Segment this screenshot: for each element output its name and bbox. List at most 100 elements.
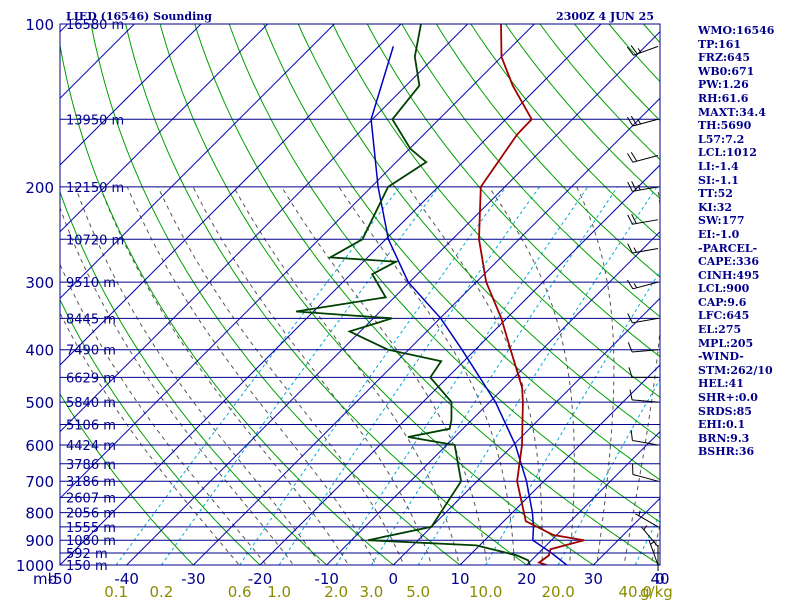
wind-barb (632, 464, 659, 482)
height-label: 12150 m (66, 181, 124, 196)
index-item: TT:52 (698, 187, 733, 201)
wind-barb (635, 510, 659, 528)
pressure-label: 600 (25, 437, 54, 455)
height-label: 2056 m (66, 507, 116, 522)
wind-barb (626, 115, 659, 127)
temperature-tick-label: 30 (584, 570, 603, 588)
temperature-line (478, 24, 585, 565)
wind-barb-staff (648, 540, 659, 566)
wind-barb-half-feather (637, 48, 642, 53)
index-item: EL:275 (698, 323, 742, 337)
isotherm (60, 24, 536, 500)
moist-adiabat (623, 186, 660, 565)
moist-adiabat (60, 262, 267, 565)
dewpoint-line (295, 24, 531, 565)
isotherm (459, 364, 660, 565)
index-item: HEL:41 (698, 377, 744, 391)
wind-barb (640, 525, 659, 548)
temperature-tick-label: 40 (650, 570, 669, 588)
wind-barb-feather (630, 152, 638, 162)
mixing-ratio-labels: 0.1 0.2 0.6 1.0 2.0 3.0 5.0 10.0 20.0 40.0 (104, 583, 652, 600)
isotherm (525, 430, 660, 565)
wind-barb-staff (632, 155, 659, 163)
isobars (60, 23, 660, 566)
moist-adiabats (60, 186, 660, 565)
parcel-line (370, 46, 568, 565)
isotherm (60, 24, 402, 366)
temperature-tick-label: 0 (655, 570, 665, 588)
moist-adiabat (338, 186, 516, 565)
height-label: 10720 m (66, 233, 124, 248)
moist-adiabat (407, 186, 543, 565)
isotherm (60, 24, 602, 565)
dry-adiabat (159, 24, 595, 565)
index-item: SW:177 (698, 214, 745, 228)
wind-barb (628, 367, 658, 378)
temperature-tick-label: -10 (314, 570, 339, 588)
pressure-label: 1000 (16, 557, 54, 575)
index-item: SRDS:85 (698, 404, 752, 418)
temperature-tick-label: -20 (248, 570, 273, 588)
moist-adiabat (576, 186, 615, 565)
isotherm (192, 97, 660, 565)
index-item: CINH:495 (698, 268, 760, 282)
isotherms (0, 0, 660, 576)
wind-barb-feather (629, 389, 633, 400)
isotherm (60, 24, 469, 433)
temperature-labels: -50 -40 -30 -20 -10 0 10 20 30 400 (48, 570, 670, 588)
height-label: 13950 m (66, 113, 124, 128)
index-item: KI:32 (698, 200, 733, 214)
pressure-label: 900 (25, 532, 54, 550)
index-item: MAXT:34.4 (698, 105, 766, 119)
mixing-ratio-line (634, 513, 660, 565)
height-label: 3786 m (66, 458, 116, 473)
mixing-ratio-line (115, 186, 401, 565)
index-item: BSHR:36 (698, 445, 755, 459)
index-item: WMO:16546 (698, 24, 775, 37)
mixing-ratio-tick-label: 0.2 (149, 583, 173, 600)
mixing-ratio-line (370, 186, 618, 565)
height-label: 1080 m (66, 534, 116, 549)
index-item: TP:161 (698, 37, 742, 51)
moist-adiabat (488, 186, 575, 565)
dry-adiabats (60, 24, 660, 565)
index-item: -PARCEL- (698, 241, 758, 255)
isotherm (0, 0, 26, 576)
temperature-trace (478, 24, 585, 565)
index-item: PW:1.26 (698, 78, 749, 92)
temperature-tick-label: 20 (517, 570, 536, 588)
wind-barb-feather (627, 181, 633, 192)
stability-indices-list: WMO:16546 TP:161 FRZ:645 WB0:671 PW:1.26 RH:6… (698, 24, 798, 459)
wind-barb (627, 181, 659, 192)
mixing-ratio-tick-label: 0.6 (228, 583, 252, 600)
temperature-tick-label: -40 (114, 570, 139, 588)
wind-barb-staff (632, 186, 659, 192)
parcel-trace (370, 46, 568, 565)
index-item: RH:61.6 (698, 91, 749, 105)
pressure-labels: 100 200 300 400 500 600 700 800 900 1000 (16, 16, 54, 575)
pressure-label: 200 (25, 179, 54, 197)
height-label: 6629 m (66, 371, 116, 386)
height-label: 5840 m (66, 396, 116, 411)
wind-barb-feather (627, 214, 633, 225)
wind-barb-half-feather (637, 185, 641, 191)
index-item: LI:-1.4 (698, 159, 739, 173)
chart-title: LIED (16546) Sounding (66, 10, 212, 23)
index-item: MPL:205 (698, 336, 754, 350)
moist-adiabat (60, 206, 295, 565)
height-label: 592 m (66, 547, 108, 562)
index-item: CAPE:336 (698, 255, 759, 269)
moist-adiabat (650, 522, 660, 565)
wind-barb-staff (632, 349, 659, 353)
wind-barb (627, 243, 659, 254)
wind-barb-staff (635, 513, 659, 528)
wind-barb-staff (632, 439, 659, 446)
wind-barb-staff (640, 526, 659, 548)
moist-adiabat (157, 186, 405, 565)
height-label: 2607 m (66, 491, 116, 506)
isotherm (125, 30, 660, 565)
wind-barb-half-feather (637, 119, 642, 125)
wind-barb-half-feather (643, 525, 648, 531)
